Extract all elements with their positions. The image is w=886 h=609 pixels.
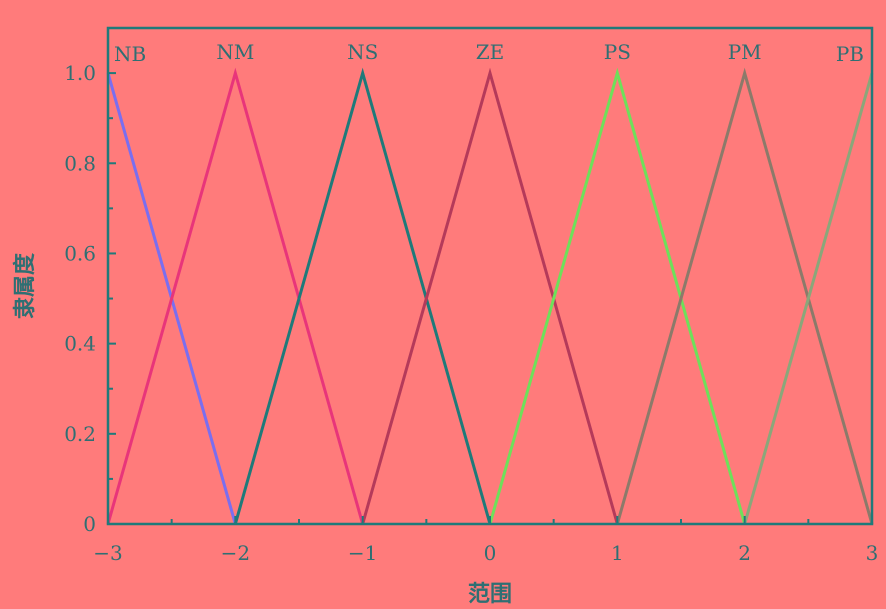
set-label-nb: NB <box>114 42 146 66</box>
y-tick-label: 0.6 <box>64 241 96 265</box>
series-line-ze <box>361 67 619 525</box>
set-label-pm: PM <box>728 40 762 64</box>
series-line-ns <box>233 67 492 525</box>
set-label-ns: NS <box>347 40 378 64</box>
set-label-ze: ZE <box>476 40 505 64</box>
y-tick-label: 0.8 <box>64 151 96 175</box>
x-axis-title: 范围 <box>468 582 512 607</box>
set-label-ps: PS <box>604 40 631 64</box>
series-line-ps <box>488 67 747 525</box>
x-tick-label: −1 <box>348 541 377 565</box>
x-tick-label: −3 <box>93 541 122 565</box>
x-tick-label: 0 <box>484 541 497 565</box>
series-line-pb <box>743 72 874 525</box>
series-line-pm <box>615 67 874 525</box>
set-labels: NB NM NS ZE PS PM PB <box>114 40 864 66</box>
x-tick-label: 2 <box>738 541 751 565</box>
x-tick-label: −2 <box>221 541 250 565</box>
y-tick-label: 0.4 <box>64 332 96 356</box>
x-tick-label: 1 <box>611 541 624 565</box>
x-tick-label: 3 <box>866 541 879 565</box>
y-axis: 0 0.2 0.4 0.6 0.8 1.0 <box>64 61 116 536</box>
series-layer <box>106 67 874 525</box>
y-tick-label: 1.0 <box>64 61 96 85</box>
y-tick-label: 0.2 <box>64 422 96 446</box>
x-axis: −3 −2 −1 0 1 2 3 <box>93 516 878 565</box>
y-axis-title: 隶属度 <box>12 252 38 319</box>
y-tick-label: 0 <box>83 512 96 536</box>
plot-frame <box>106 26 874 526</box>
series-line-nm <box>106 67 365 525</box>
set-label-pb: PB <box>836 42 864 66</box>
set-label-nm: NM <box>216 40 254 64</box>
